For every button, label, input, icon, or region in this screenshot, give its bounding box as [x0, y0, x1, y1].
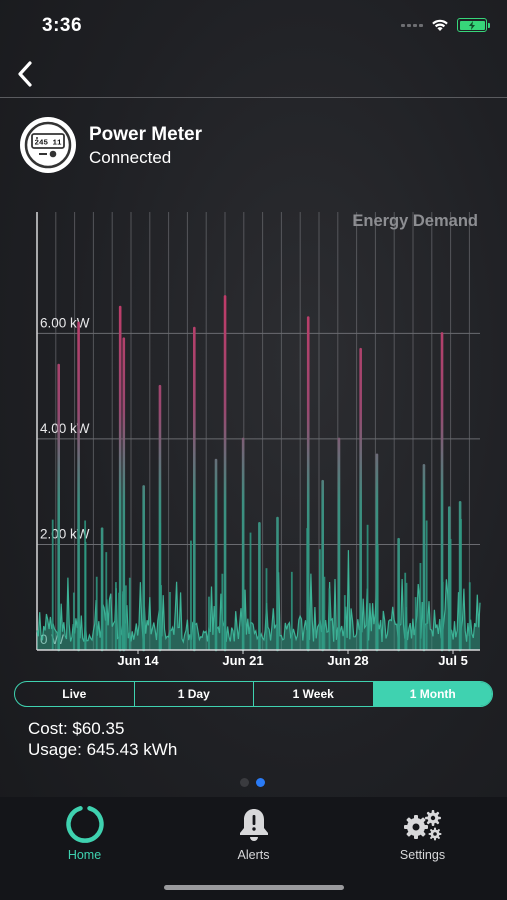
range-tab-live[interactable]: Live	[15, 682, 135, 706]
time-range-selector: Live 1 Day 1 Week 1 Month	[14, 681, 493, 707]
tab-home[interactable]: Home	[0, 797, 169, 877]
gears-icon	[403, 810, 441, 841]
usage-text: Usage: 645.43 kWh	[28, 740, 178, 759]
wifi-icon	[432, 19, 448, 31]
tab-settings-label: Settings	[399, 848, 446, 862]
charging-bolt-icon	[459, 20, 485, 30]
device-name: Power Meter	[89, 123, 202, 145]
back-button[interactable]	[10, 56, 40, 92]
status-icons	[401, 18, 490, 32]
y-tick-label: 2.00 kW	[40, 526, 90, 541]
cost-text: Cost: $60.35	[28, 719, 125, 738]
power-meter-icon: 245 11	[20, 117, 76, 173]
range-tab-1-week[interactable]: 1 Week	[254, 682, 374, 706]
y-tick-label: 4.00 kW	[40, 421, 90, 436]
device-header: 245 11 Power Meter Connected	[20, 117, 202, 173]
meter-readout: 245 11	[34, 140, 62, 148]
navigation-bar	[0, 50, 507, 98]
tab-home-label: Home	[67, 848, 102, 862]
page-indicator[interactable]	[240, 778, 265, 787]
y-tick-label: 6.00 kW	[40, 315, 90, 330]
tab-alerts[interactable]: Alerts	[169, 797, 338, 877]
x-tick-label: Jul 5	[438, 653, 468, 668]
cellular-signal-icon	[401, 23, 423, 27]
connection-status: Connected	[89, 147, 172, 167]
range-tab-1-day[interactable]: 1 Day	[135, 682, 254, 706]
tab-alerts-label: Alerts	[237, 848, 270, 862]
tab-settings[interactable]: Settings	[338, 797, 507, 877]
page-dot-1[interactable]	[240, 778, 249, 787]
status-time: 3:36	[42, 15, 83, 36]
home-ring-icon	[65, 806, 104, 843]
usage-summary: Cost: $60.35 Usage: 645.43 kWh	[28, 718, 177, 760]
x-tick-label: Jun 14	[117, 653, 159, 668]
x-tick-label: Jun 21	[222, 653, 263, 668]
tab-bar: Home Alerts	[0, 797, 507, 900]
chart-title: Energy Demand	[352, 212, 478, 230]
chevron-left-icon	[18, 61, 32, 87]
bell-alert-icon	[239, 809, 268, 841]
status-bar: 3:36	[0, 0, 507, 50]
battery-icon	[457, 18, 490, 32]
page-dot-2[interactable]	[256, 778, 265, 787]
x-tick-label: Jun 28	[327, 653, 368, 668]
home-indicator	[164, 885, 344, 890]
range-tab-1-month[interactable]: 1 Month	[373, 682, 492, 706]
